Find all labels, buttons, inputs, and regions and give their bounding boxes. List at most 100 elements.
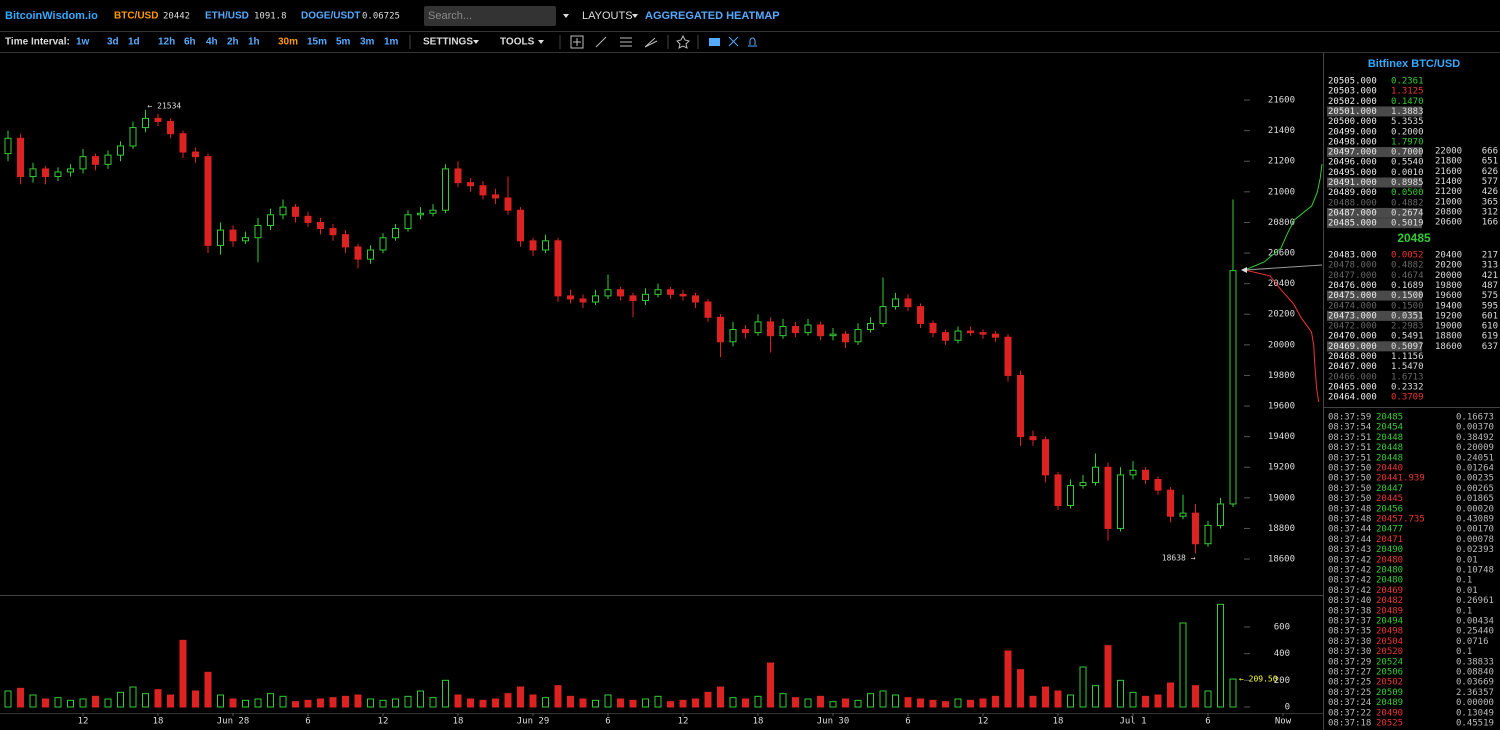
candle-body <box>1042 439 1049 476</box>
candle-body <box>117 145 124 156</box>
price-annotation: ← 21534 <box>148 102 182 111</box>
brand[interactable]: BitcoinWisdom.io <box>5 10 98 22</box>
depth-amount: 487 <box>1482 281 1498 291</box>
depth-amount: 421 <box>1482 271 1498 281</box>
interval-button[interactable]: 3d <box>107 37 119 48</box>
trade-price: 20477 <box>1376 525 1403 535</box>
volume-bar <box>854 699 862 708</box>
candle-body <box>804 324 812 334</box>
interval-button[interactable]: 5m <box>336 37 351 48</box>
book-price: 20477.000 <box>1328 271 1377 281</box>
depth-amount: 313 <box>1482 261 1498 271</box>
depth-amount: 610 <box>1482 322 1498 332</box>
book-price: 20483.000 <box>1328 251 1377 261</box>
x-tick-label: 18 <box>1053 717 1064 727</box>
candle-body <box>4 137 12 155</box>
ticker-pair[interactable]: DOGE/USDT <box>301 11 360 22</box>
ticker-pair[interactable]: ETH/USD <box>205 11 249 22</box>
trade-amount: 2.36357 <box>1456 688 1494 698</box>
x-tick-label: 6 <box>605 717 610 727</box>
settings-menu[interactable]: SETTINGS <box>423 37 473 48</box>
book-amount: 1.5470 <box>1391 362 1424 372</box>
volume-bar <box>1054 690 1062 708</box>
candle-body <box>567 295 574 300</box>
search-box[interactable] <box>424 6 556 26</box>
trade-time: 08:37:44 <box>1328 525 1371 535</box>
depth-amount: 626 <box>1482 167 1498 177</box>
depth-price: 20200 <box>1435 261 1462 271</box>
volume-bar <box>567 695 574 708</box>
ticker-pair[interactable]: BTC/USD <box>114 11 158 22</box>
volume-bar <box>467 698 474 708</box>
interval-button[interactable]: 30m <box>278 37 298 48</box>
trade-time: 08:37:42 <box>1328 566 1371 576</box>
volume-bar <box>779 693 787 708</box>
book-amount: 0.8985 <box>1391 178 1424 188</box>
interval-button[interactable]: 6h <box>184 37 196 48</box>
volume-bar <box>1204 690 1212 708</box>
trade-time: 08:37:38 <box>1328 606 1371 616</box>
trade-time: 08:37:59 <box>1328 413 1371 423</box>
trade-time: 08:37:42 <box>1328 555 1371 565</box>
tool-icons[interactable] <box>570 34 757 49</box>
candle-body <box>192 151 199 158</box>
book-amount: 0.7000 <box>1391 148 1424 158</box>
book-amount: 5.3535 <box>1391 117 1424 127</box>
interval-button[interactable]: 12h <box>158 37 175 48</box>
volume-bar <box>529 694 537 708</box>
volume-tick-label: 200 <box>1274 676 1290 686</box>
candle-body <box>617 289 624 297</box>
candle-body <box>54 171 62 178</box>
candle-body <box>354 246 362 260</box>
interval-button[interactable]: 3m <box>360 37 375 48</box>
candle-body <box>1079 482 1087 487</box>
trade-price: 20448 <box>1376 443 1403 453</box>
candle-body <box>517 209 524 242</box>
tools-menu[interactable]: TOOLS <box>500 37 535 48</box>
candle-body <box>892 298 899 308</box>
volume-bar <box>1117 679 1124 708</box>
candle-body <box>579 298 587 303</box>
trade-time: 08:37:51 <box>1328 453 1371 463</box>
depth-price: 21400 <box>1435 177 1462 187</box>
volume-bar <box>617 698 624 708</box>
candle-body <box>267 214 274 227</box>
book-amount: 0.0010 <box>1391 168 1424 178</box>
interval-button[interactable]: 1d <box>128 37 140 48</box>
interval-button[interactable]: 1h <box>248 37 260 48</box>
depth-amount: 651 <box>1482 157 1498 167</box>
volume-bar <box>717 686 724 708</box>
candle-body <box>342 234 349 248</box>
interval-button[interactable]: 4h <box>206 37 218 48</box>
interval-button[interactable]: 1w <box>76 37 90 48</box>
interval-button[interactable]: 15m <box>307 37 327 48</box>
book-highlight <box>1327 177 1422 188</box>
depth-amount: 365 <box>1482 197 1498 207</box>
trade-time: 08:37:54 <box>1328 423 1371 433</box>
y-tick-label: 18800 <box>1268 524 1295 534</box>
volume-bar <box>142 693 149 708</box>
book-price: 20491.000 <box>1328 178 1377 188</box>
candle-body <box>1229 270 1237 505</box>
volume-bar <box>992 695 999 708</box>
candle-body <box>867 322 874 331</box>
ticker-price: 0.06725 <box>362 12 400 22</box>
x-tick-label: 18 <box>153 717 164 727</box>
heatmap-link[interactable]: AGGREGATED HEATMAP <box>645 10 780 22</box>
depth-price: 20000 <box>1435 271 1462 281</box>
trade-price: 20490 <box>1376 545 1403 555</box>
volume-bar <box>1104 645 1112 708</box>
y-tick-label: 19400 <box>1268 432 1295 442</box>
y-tick-label: 21400 <box>1268 126 1295 136</box>
trade-amount: 0.45519 <box>1456 719 1494 729</box>
y-tick-label: 21200 <box>1268 157 1295 167</box>
candle-body <box>367 249 374 260</box>
search-placeholder[interactable]: Search... <box>428 10 472 22</box>
candle-body <box>692 295 699 303</box>
interval-button[interactable]: 1m <box>384 37 399 48</box>
trade-price: 20506 <box>1376 668 1403 678</box>
layouts-menu[interactable]: LAYOUTS <box>582 10 633 22</box>
candle-body <box>592 295 599 303</box>
interval-button[interactable]: 2h <box>227 37 239 48</box>
